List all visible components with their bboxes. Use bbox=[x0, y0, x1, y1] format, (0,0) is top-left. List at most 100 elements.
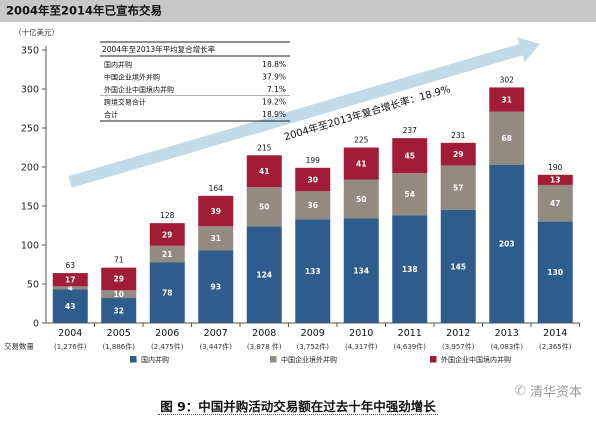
growth-arrow-shape bbox=[68, 37, 541, 188]
label-total: 302 bbox=[500, 75, 515, 84]
deal-count-label: (3,957件) bbox=[442, 342, 475, 351]
bar-outbound bbox=[52, 286, 88, 290]
y-axis-unit: （十亿美元） bbox=[14, 27, 59, 37]
bar-domestic bbox=[440, 209, 476, 323]
title-bar bbox=[0, 0, 596, 20]
x-axis: 2004 (1,276件) 2005 (1,886件) 2006 (2,475件) 2007… bbox=[4, 322, 580, 351]
label-domestic: 138 bbox=[402, 265, 418, 274]
bar-outbound bbox=[295, 191, 331, 220]
label-outbound: 4 bbox=[68, 284, 73, 293]
label-total: 237 bbox=[403, 126, 418, 135]
label-outbound: 47 bbox=[550, 199, 560, 208]
label-domestic: 93 bbox=[211, 283, 221, 292]
bar-domestic bbox=[101, 298, 137, 323]
figure-caption: 图 9：中国并购活动交易额在过去十年中强劲增长 bbox=[158, 399, 438, 415]
label-total: 164 bbox=[209, 184, 224, 193]
table-row-label: 跨境交易合计 bbox=[104, 98, 146, 107]
label-total: 190 bbox=[548, 163, 563, 172]
arrow-body bbox=[68, 37, 541, 188]
watermark: ✆ 清华资本 bbox=[514, 381, 582, 401]
x-tick-label: 2010 bbox=[349, 328, 373, 339]
label-inbound: 30 bbox=[308, 175, 318, 184]
deal-count-label: (4,639件) bbox=[393, 342, 426, 351]
label-inbound: 29 bbox=[162, 230, 172, 239]
deal-count-label: (4,317件) bbox=[345, 342, 378, 351]
bar-domestic bbox=[295, 219, 331, 323]
bar-inbound bbox=[295, 167, 331, 192]
legend-label: 中国企业境外并购 bbox=[281, 355, 337, 364]
deal-count-label: (2,365件) bbox=[539, 342, 572, 351]
label-inbound: 29 bbox=[453, 150, 463, 159]
deal-count-label: (3,878 件) bbox=[247, 342, 282, 351]
bar-outbound bbox=[392, 173, 428, 216]
label-inbound: 41 bbox=[259, 167, 269, 176]
x-tick-label: 2011 bbox=[398, 328, 422, 339]
table-row-value: 19.2% bbox=[262, 98, 286, 107]
bar-inbound bbox=[343, 147, 379, 180]
label-total: 199 bbox=[306, 156, 321, 165]
deal-count-label: (3,447件) bbox=[199, 342, 232, 351]
caption-wrap: 图 9：中国并购活动交易额在过去十年中强劲增长 bbox=[0, 396, 596, 415]
label-inbound: 31 bbox=[502, 95, 512, 104]
x-tick-label: 2007 bbox=[204, 328, 228, 339]
bar-outbound bbox=[440, 165, 476, 210]
x-tick-label: 2012 bbox=[446, 328, 470, 339]
bar-outbound bbox=[149, 245, 185, 263]
x-tick-label: 2009 bbox=[301, 328, 325, 339]
label-total: 71 bbox=[114, 256, 124, 265]
label-outbound: 57 bbox=[453, 183, 463, 192]
bar-inbound bbox=[489, 87, 525, 112]
bar-domestic bbox=[149, 262, 185, 323]
bar-domestic bbox=[489, 164, 525, 323]
label-inbound: 13 bbox=[550, 176, 560, 185]
label-inbound: 17 bbox=[65, 276, 75, 285]
label-domestic: 43 bbox=[65, 302, 75, 311]
x-tick-label: 2008 bbox=[252, 328, 276, 339]
deal-count-label: (1,276件) bbox=[54, 342, 87, 351]
label-outbound: 50 bbox=[259, 203, 269, 212]
bar-inbound bbox=[52, 273, 88, 287]
deal-count-label: (1,886件) bbox=[102, 342, 135, 351]
bar-domestic bbox=[246, 226, 282, 323]
y-axis: 0 50 100 150 200 250 300 350 bbox=[21, 46, 47, 330]
label-domestic: 134 bbox=[353, 267, 369, 276]
wechat-icon: ✆ bbox=[514, 382, 526, 399]
legend-swatch bbox=[130, 356, 137, 363]
bar-inbound bbox=[149, 223, 185, 246]
y-tick-label: 0 bbox=[33, 319, 39, 330]
bar-inbound bbox=[537, 174, 573, 185]
label-outbound: 31 bbox=[211, 234, 221, 243]
bar-domestic bbox=[198, 250, 234, 323]
bar-outbound bbox=[246, 187, 282, 227]
label-domestic: 32 bbox=[114, 306, 124, 315]
label-outbound: 21 bbox=[162, 250, 172, 259]
bar-domestic bbox=[343, 218, 379, 323]
label-outbound: 68 bbox=[502, 134, 512, 143]
x-tick-label: 2014 bbox=[543, 328, 567, 339]
bar-domestic bbox=[537, 221, 573, 323]
table-row-label: 中国企业境外并购 bbox=[104, 73, 160, 82]
bar-inbound bbox=[246, 155, 282, 188]
y-tick-label: 200 bbox=[21, 163, 39, 174]
label-outbound: 36 bbox=[308, 201, 318, 210]
legend-label: 外国企业中国境内并购 bbox=[441, 355, 511, 364]
label-inbound: 29 bbox=[114, 275, 124, 284]
bar-inbound bbox=[198, 195, 234, 227]
label-domestic: 203 bbox=[499, 240, 515, 249]
table-row-label: 合计 bbox=[104, 110, 118, 119]
label-inbound: 41 bbox=[356, 159, 366, 168]
label-domestic: 130 bbox=[547, 268, 563, 277]
label-domestic: 78 bbox=[162, 288, 172, 297]
label-outbound: 10 bbox=[114, 290, 124, 299]
table-row-label: 国内并购 bbox=[104, 60, 132, 69]
table-row-label: 外国企业中国境内并购 bbox=[104, 85, 174, 94]
x-tick-label: 2006 bbox=[155, 328, 179, 339]
y-tick-label: 250 bbox=[21, 124, 39, 135]
legend-swatch bbox=[430, 356, 437, 363]
bar-outbound bbox=[101, 290, 137, 299]
x-tick-label: 2013 bbox=[495, 328, 519, 339]
label-total: 215 bbox=[257, 143, 272, 152]
bar-outbound bbox=[537, 184, 573, 222]
bar-outbound bbox=[343, 179, 379, 219]
